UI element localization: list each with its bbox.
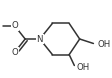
Text: OH: OH <box>76 63 90 72</box>
Text: OH: OH <box>97 40 111 49</box>
Text: N: N <box>37 34 43 44</box>
Text: O: O <box>11 21 18 30</box>
Text: O: O <box>11 48 18 57</box>
